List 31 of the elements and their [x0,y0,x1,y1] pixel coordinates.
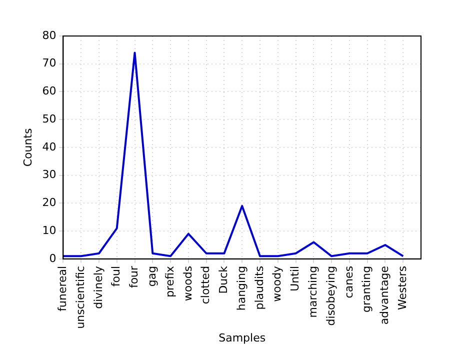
x-tick-label: plaudits [252,266,266,310]
x-tick-label: woods [181,266,194,302]
x-axis-title: Samples [218,331,266,344]
x-tick-label: marching [306,266,320,318]
y-tick-label: 30 [42,168,56,182]
y-tick-label: 0 [49,252,56,265]
x-tick-label: divinely [92,265,105,309]
y-tick-label: 20 [42,196,56,210]
x-tick-label: advantage [378,266,392,325]
x-tick-label: Westers [396,266,409,310]
x-tick-label: clotted [199,266,212,304]
y-tick-label: 70 [42,56,56,70]
x-tick-label: canes [342,266,356,298]
x-tick-label: four [128,265,141,288]
y-axis-title: Counts [21,128,34,167]
x-tick-label: woody [270,265,284,302]
x-tick-label: Until [288,266,302,292]
x-tick-label: disobeying [324,266,338,326]
y-tick-label: 10 [42,224,56,237]
y-tick-label: 40 [42,140,56,154]
y-tick-label: 80 [42,28,56,42]
x-tick-label: prefix [163,265,176,298]
x-tick-label: funereal [56,266,70,312]
x-tick-label: Duck [217,265,230,294]
x-tick-label: granting [360,266,374,312]
x-tick-label: gag [146,266,159,287]
y-tick-label: 60 [42,84,56,98]
y-tick-label: 50 [42,112,56,126]
x-tick-label: hanging [234,266,248,311]
x-tick-label: unscientific [74,266,87,329]
x-tick-label: foul [110,266,123,287]
